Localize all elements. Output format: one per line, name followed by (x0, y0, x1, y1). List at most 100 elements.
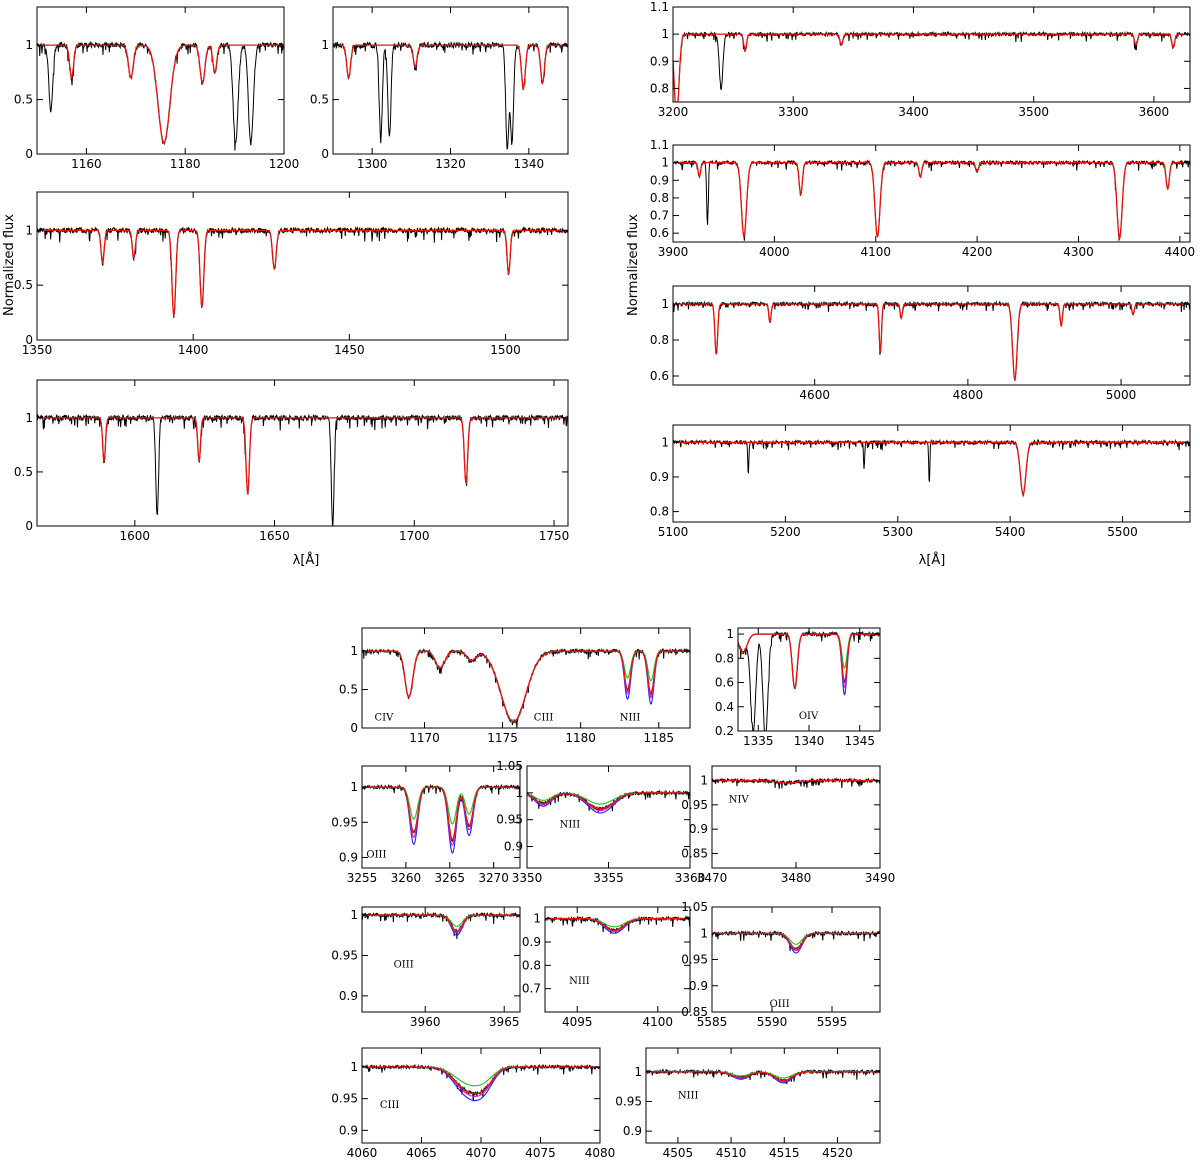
x-tick-label-uv3: 1350 (22, 343, 53, 357)
x-tick-label-z9: 4080 (585, 1146, 616, 1160)
x-tick-label-uv1: 1200 (269, 157, 300, 171)
x-tick-label-z10: 4520 (822, 1146, 853, 1160)
ion-label-z3-0: OIII (366, 849, 386, 860)
x-tick-label-z1: 1185 (643, 731, 674, 745)
x-tick-label-opt4: 5100 (658, 525, 689, 539)
y-tick-label-opt3: 1 (661, 297, 669, 311)
observed-spectrum-opt4 (673, 438, 1190, 498)
model-spectrum-opt1 (673, 33, 1190, 102)
x-tick-label-z2: 1340 (794, 734, 825, 748)
y-tick-label-z2: 0.6 (715, 676, 734, 690)
frame-opt4 (672, 424, 1191, 523)
x-tick-label-opt4: 5500 (1107, 525, 1138, 539)
y-tick-label-z4: 1 (515, 786, 523, 800)
ion-label-z4-0: NIII (560, 820, 581, 831)
y-tick-label-uv1: 0.5 (14, 93, 33, 107)
y-tick-label-opt2: 0.7 (650, 209, 669, 223)
y-tick-label-z9: 0.95 (331, 1092, 358, 1106)
y-tick-label-z9: 1 (350, 1060, 358, 1074)
x-tick-label-opt2: 4300 (1063, 245, 1094, 259)
ion-label-z10-0: NIII (678, 1090, 699, 1101)
y-tick-label-uv4: 0.5 (14, 465, 33, 479)
x-tick-label-uv2: 1340 (514, 157, 545, 171)
model-spectrum-opt4 (673, 441, 1190, 496)
panel-z1: 1170 1175 1180 1185 0 0.5 1 CIV CIII NIII (339, 627, 691, 745)
x-tick-label-z6: 3965 (489, 1015, 520, 1029)
x-tick-label-z5: 3490 (865, 871, 896, 885)
frame-opt3 (672, 285, 1191, 386)
x-tick-label-z3: 3265 (435, 871, 466, 885)
y-tick-label-z7: 0.7 (522, 982, 541, 996)
observed-spectrum-z6 (362, 911, 520, 940)
x-tick-label-uv4: 1650 (259, 529, 290, 543)
x-tick-label-opt3: 5000 (1106, 388, 1137, 402)
model-spectrum-z10 (646, 1071, 880, 1082)
model-spectrum-z5 (712, 779, 880, 784)
model-spectrum-z6 (362, 914, 520, 932)
frame-z3 (361, 765, 521, 869)
y-tick-label-z4: 0.95 (496, 813, 523, 827)
y-tick-label-z8: 0.95 (681, 953, 708, 967)
model-green-spectrum-z8 (712, 932, 880, 945)
y-tick-label-opt2: 1.1 (650, 138, 669, 152)
x-tick-label-z1: 1170 (409, 731, 440, 745)
ion-label-z7-0: NIII (569, 976, 590, 987)
panel-uv4: 1600 1650 1700 1750 0 0.5 1 (14, 379, 569, 543)
y-tick-label-z2: 0.8 (715, 651, 734, 665)
y-tick-label-z4: 0.9 (504, 840, 523, 854)
y-tick-label-uv1: 0 (25, 147, 33, 161)
x-tick-label-z8: 5595 (817, 1015, 848, 1029)
x-tick-label-z10: 4510 (716, 1146, 747, 1160)
y-tick-label-opt1: 0.9 (650, 54, 669, 68)
ion-label-z1-2: NIII (620, 712, 641, 723)
y-tick-label-opt2: 1 (661, 156, 669, 170)
observed-spectrum-z10 (646, 1068, 880, 1085)
ion-label-z9-0: CIII (380, 1100, 400, 1111)
y-tick-label-z1: 0.5 (339, 683, 358, 697)
frame-uv1 (36, 6, 285, 155)
observed-spectrum-z9 (362, 1063, 600, 1102)
model-spectrum-uv3 (37, 229, 568, 317)
y-tick-label-z10: 0.9 (623, 1124, 642, 1138)
ion-label-z2-0: OIV (799, 711, 819, 722)
xlabel-right: λ[Å] (919, 552, 946, 568)
panel-z8: 5585 5590 5595 0.85 0.9 0.95 1 1.05 OIII (681, 900, 881, 1029)
panel-opt1: 3200 3300 3400 3500 3600 0.8 0.9 1 1.1 (650, 0, 1191, 119)
x-tick-label-opt1: 3300 (778, 105, 809, 119)
panel-z9: 4060 4065 4070 4075 4080 0.9 0.95 1 CIII (331, 1047, 616, 1160)
x-tick-label-opt2: 3900 (658, 245, 689, 259)
y-tick-label-z8: 0.9 (689, 979, 708, 993)
x-tick-label-uv4: 1700 (399, 529, 430, 543)
observed-spectrum-uv4 (37, 413, 568, 526)
panel-z6: 3960 3965 0.9 0.95 1 OIII (331, 906, 521, 1029)
y-tick-label-z7: 0.9 (522, 935, 541, 949)
ion-label-z5-0: NIV (729, 794, 750, 805)
y-tick-label-z8: 0.85 (681, 1005, 708, 1019)
model-spectrum-uv2 (333, 44, 568, 91)
model-spectrum-z4 (527, 792, 690, 810)
y-tick-label-z6: 0.95 (331, 948, 358, 962)
y-tick-label-z8: 1.05 (681, 900, 708, 914)
x-tick-label-z4: 3350 (512, 871, 543, 885)
x-tick-label-uv1: 1160 (71, 157, 102, 171)
y-tick-label-opt2: 0.6 (650, 226, 669, 240)
observed-spectrum-opt1 (673, 30, 1190, 102)
panel-opt4: 5100 5200 5300 5400 5500 0.8 0.9 1 (650, 424, 1191, 539)
panel-z4: 3350 3355 3360 0.9 0.95 1 1.05 NIII (496, 759, 705, 885)
x-tick-label-opt4: 5400 (995, 525, 1026, 539)
y-tick-label-z7: 0.8 (522, 958, 541, 972)
x-tick-label-z4: 3360 (675, 871, 706, 885)
x-tick-label-z8: 5585 (697, 1015, 728, 1029)
y-tick-label-z8: 1 (700, 926, 708, 940)
y-tick-label-opt2: 0.8 (650, 191, 669, 205)
panel-uv3: 1350 1400 1450 1500 0 0.5 1 (14, 191, 569, 357)
observed-spectrum-z2 (738, 630, 880, 731)
observed-spectrum-opt3 (673, 300, 1190, 382)
y-tick-label-z3: 0.9 (339, 850, 358, 864)
x-tick-label-uv2: 1320 (435, 157, 466, 171)
y-tick-label-uv1: 1 (25, 38, 33, 52)
y-tick-label-z6: 0.9 (339, 989, 358, 1003)
panel-uv1: 1160 1180 1200 0 0.5 1 (14, 6, 300, 171)
